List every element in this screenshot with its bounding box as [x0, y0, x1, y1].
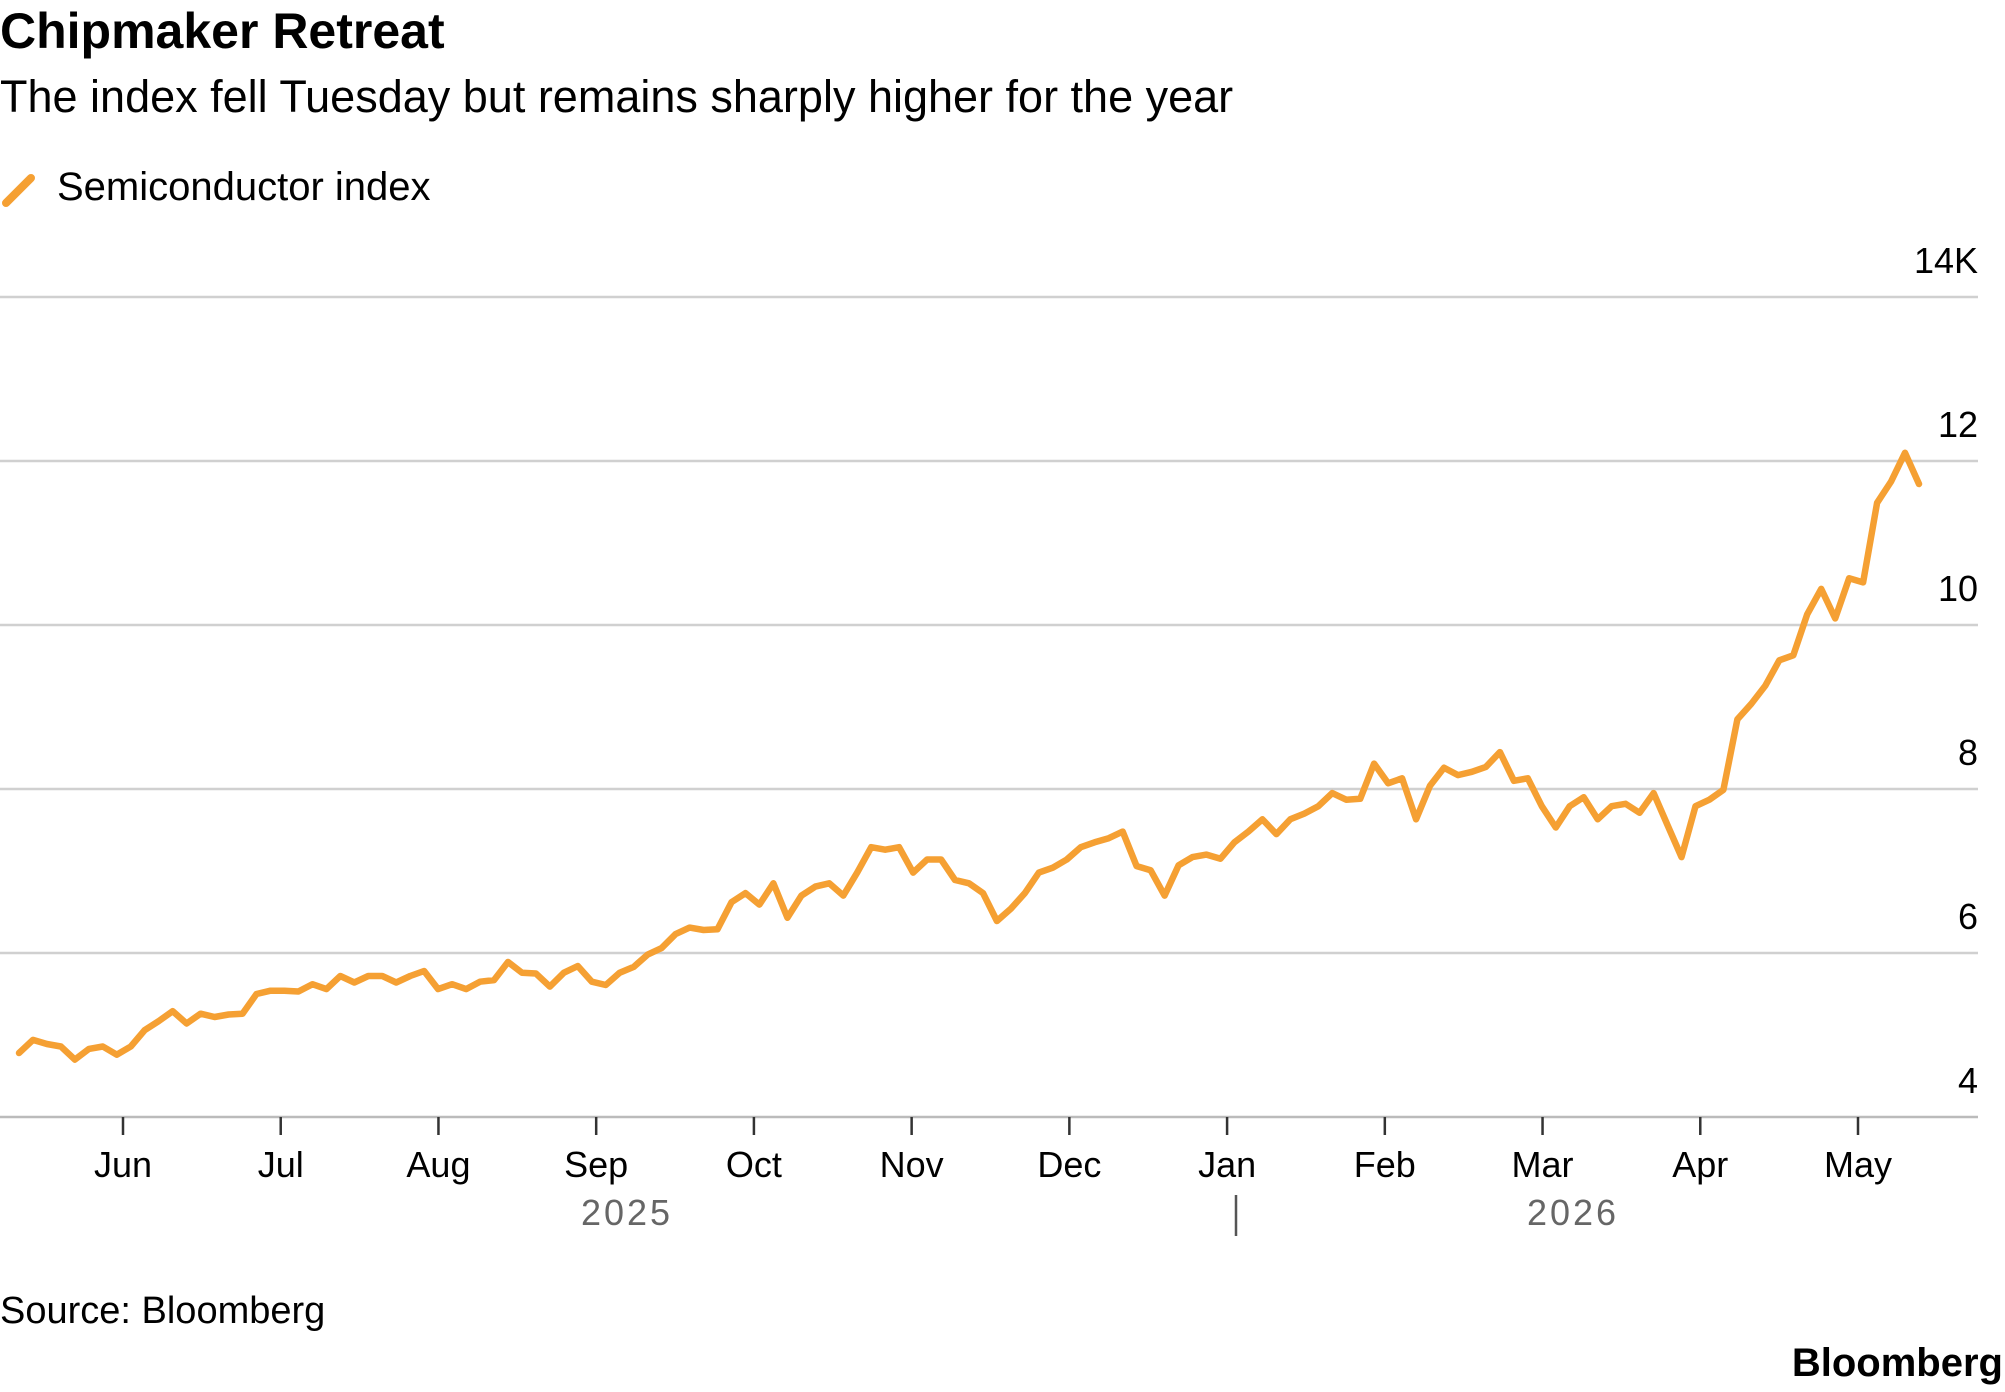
brand-logo: Bloomberg: [1792, 1341, 2003, 1385]
legend-swatch: [2, 174, 35, 207]
legend-label: Semiconductor index: [57, 165, 431, 209]
x-tick-label: Mar: [1512, 1144, 1574, 1185]
year-label: 2025: [581, 1192, 673, 1233]
x-tick-label: May: [1824, 1144, 1892, 1185]
x-tick-label: Apr: [1672, 1144, 1728, 1185]
y-tick-label: 12: [1938, 404, 1978, 445]
y-tick-label: 6: [1958, 896, 1978, 937]
year-label: 2026: [1527, 1192, 1619, 1233]
source-note: Source: Bloomberg: [0, 1290, 325, 1332]
y-tick-label: 4: [1958, 1060, 1978, 1101]
x-tick-label: Sep: [564, 1144, 628, 1185]
y-tick-label: 10: [1938, 568, 1978, 609]
data-line: [15, 449, 1923, 1063]
chart-title: Chipmaker Retreat: [0, 3, 445, 59]
x-tick-label: Dec: [1037, 1144, 1101, 1185]
y-tick-label: 14K: [1914, 240, 1978, 281]
x-tick-label: Oct: [726, 1144, 782, 1185]
x-tick-label: Aug: [406, 1144, 470, 1185]
x-tick-label: Jul: [258, 1144, 304, 1185]
x-tick-label: Jun: [94, 1144, 152, 1185]
y-tick-label: 8: [1958, 732, 1978, 773]
x-tick-label: Jan: [1198, 1144, 1256, 1185]
chart-subtitle: The index fell Tuesday but remains sharp…: [0, 71, 1233, 122]
x-tick-label: Feb: [1354, 1144, 1416, 1185]
x-tick-label: Nov: [880, 1144, 944, 1185]
